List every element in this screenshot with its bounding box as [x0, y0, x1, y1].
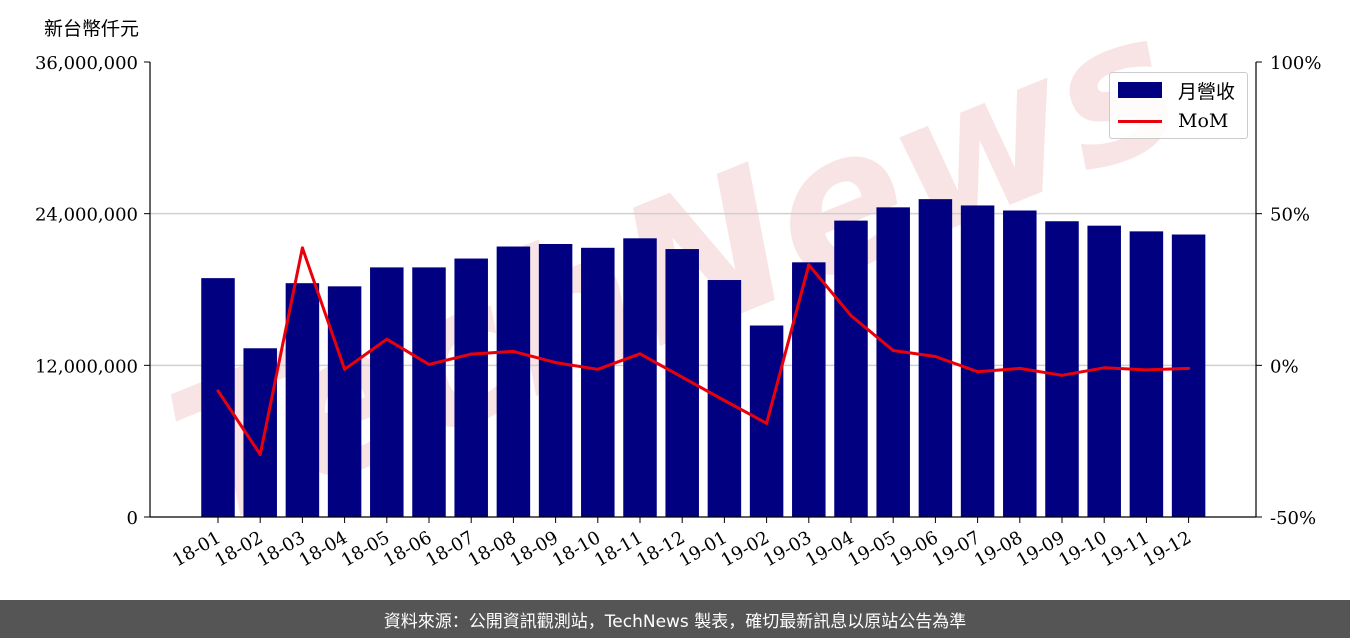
bar: [792, 262, 826, 517]
mom-point: [1102, 366, 1106, 370]
x-tick-label: 19-12: [1140, 527, 1195, 571]
chart: TechNews 012,000,00024,000,00036,000,000…: [35, 0, 1322, 571]
mom-point: [427, 362, 431, 366]
bar: [538, 244, 573, 517]
mom-point: [891, 348, 895, 352]
legend-item-mom: MoM: [1118, 109, 1228, 133]
bar: [1003, 210, 1037, 517]
bar: [412, 267, 446, 517]
bar: [327, 286, 362, 517]
bar: [285, 283, 320, 517]
bar: [370, 267, 404, 517]
mom-point: [933, 355, 937, 359]
bar: [834, 220, 868, 518]
bar: [581, 247, 615, 517]
mom-point: [807, 263, 811, 267]
legend-label-mom: MoM: [1178, 110, 1229, 132]
mom-point: [258, 453, 262, 457]
y2-tick-label: -50%: [1270, 508, 1316, 529]
bar: [960, 205, 995, 517]
mom-point: [343, 367, 347, 371]
bar-series: [201, 199, 1206, 518]
bar: [1171, 234, 1206, 518]
bar: [1087, 225, 1121, 517]
bar: [243, 348, 277, 517]
mom-point: [1060, 373, 1064, 377]
axes: [149, 62, 1257, 518]
mom-point: [976, 370, 980, 374]
legend-swatch-line: [1118, 119, 1162, 123]
bar: [707, 280, 742, 517]
mom-line: [216, 246, 1189, 456]
mom-point: [638, 352, 642, 356]
y2-tick-label: 50%: [1270, 205, 1310, 226]
bar: [1129, 231, 1164, 517]
mom-point: [300, 246, 304, 250]
bar: [201, 278, 235, 517]
mom-point: [596, 367, 600, 371]
y-tick-label: 36,000,000: [35, 53, 138, 74]
mom-point: [1187, 366, 1191, 370]
mom-point: [385, 337, 389, 341]
mom-point: [554, 361, 558, 365]
line-series: [216, 246, 1191, 457]
mom-point: [722, 399, 726, 403]
mom-point: [511, 349, 515, 353]
y-tick-label: 0: [127, 508, 138, 529]
mom-point: [765, 421, 769, 425]
y-tick-label: 12,000,000: [35, 356, 138, 377]
y-tick-label: 24,000,000: [35, 205, 138, 226]
legend: 月營收 MoM: [1109, 72, 1248, 139]
mom-point: [469, 352, 473, 356]
mom-point: [680, 375, 684, 379]
mom-point: [216, 389, 220, 393]
mom-point: [1018, 366, 1022, 370]
bar: [623, 238, 657, 517]
legend-label-revenue: 月營收: [1178, 80, 1236, 103]
y-axis-unit-label: 新台幣仟元: [44, 18, 140, 40]
mom-point: [849, 314, 853, 318]
bar: [496, 246, 531, 517]
y2-tick-label: 100%: [1270, 53, 1321, 74]
legend-swatch-bar: [1118, 82, 1162, 98]
bar: [454, 258, 488, 517]
bar: [1045, 221, 1079, 517]
source-footer: 資料來源：公開資訊觀測站，TechNews 製表，確切最新訊息以原站公告為準: [0, 600, 1350, 638]
bar: [876, 207, 910, 517]
y2-tick-label: 0%: [1270, 356, 1299, 377]
legend-item-revenue: 月營收: [1118, 78, 1236, 103]
mom-point: [1144, 368, 1148, 372]
